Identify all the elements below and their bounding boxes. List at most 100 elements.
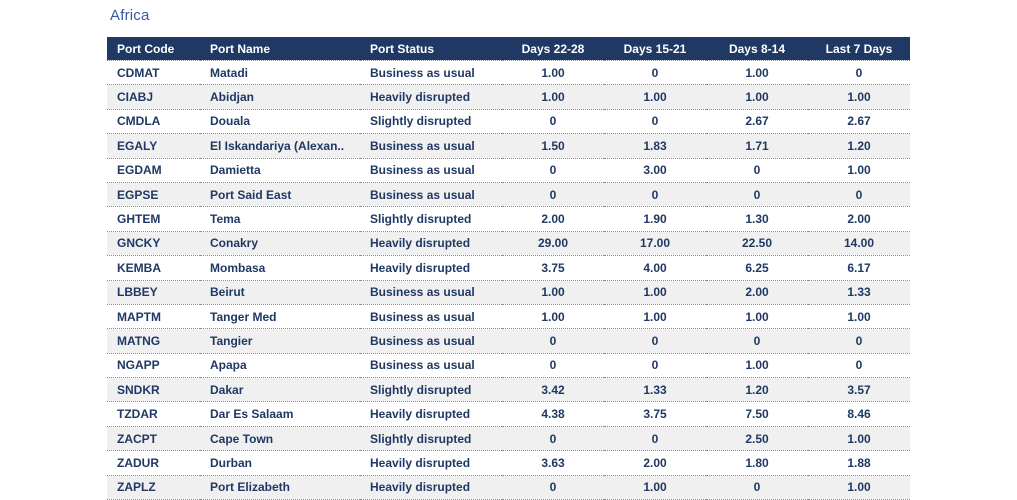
cell-days-22-28[interactable]: 1.50: [502, 133, 604, 159]
cell-port-status[interactable]: Business as usual: [360, 280, 502, 305]
cell-last-7-days[interactable]: 2.67: [808, 109, 910, 135]
cell-port-status[interactable]: Heavily disrupted: [360, 84, 502, 110]
cell-last-7-days[interactable]: 1.88: [808, 450, 910, 476]
cell-port-code[interactable]: KEMBA: [107, 255, 200, 281]
cell-port-status[interactable]: Business as usual: [360, 182, 502, 208]
cell-days-8-14[interactable]: 1.00: [706, 60, 808, 86]
table-row[interactable]: EGDAM Damietta Business as usual 0 3.00 …: [107, 158, 910, 183]
cell-last-7-days[interactable]: 6.17: [808, 255, 910, 281]
cell-port-code[interactable]: CMDLA: [107, 109, 200, 135]
cell-port-name[interactable]: Tanger Med: [200, 304, 360, 330]
cell-port-name[interactable]: Port Said East: [200, 182, 360, 208]
cell-port-status[interactable]: Business as usual: [360, 353, 502, 379]
table-row[interactable]: MAPTM Tanger Med Business as usual 1.00 …: [107, 304, 910, 330]
cell-days-8-14[interactable]: 2.00: [706, 280, 808, 305]
cell-days-22-28[interactable]: 1.00: [502, 60, 604, 86]
cell-port-status[interactable]: Business as usual: [360, 158, 502, 183]
cell-days-22-28[interactable]: 0: [502, 328, 604, 354]
cell-port-status[interactable]: Slightly disrupted: [360, 426, 502, 452]
cell-days-8-14[interactable]: 1.00: [706, 353, 808, 379]
cell-days-22-28[interactable]: 0: [502, 475, 604, 500]
cell-days-22-28[interactable]: 0: [502, 426, 604, 452]
table-row[interactable]: ZAPLZ Port Elizabeth Heavily disrupted 0…: [107, 475, 910, 500]
cell-days-22-28[interactable]: 4.38: [502, 401, 604, 427]
table-row[interactable]: NGAPP Apapa Business as usual 0 0 1.00 0: [107, 353, 910, 379]
cell-days-15-21[interactable]: 1.33: [604, 377, 706, 403]
cell-port-name[interactable]: Matadi: [200, 60, 360, 86]
cell-port-status[interactable]: Business as usual: [360, 60, 502, 86]
column-header-port-code[interactable]: Port Code: [107, 37, 200, 61]
table-row[interactable]: CIABJ Abidjan Heavily disrupted 1.00 1.0…: [107, 84, 910, 110]
cell-days-8-14[interactable]: 1.30: [706, 206, 808, 232]
table-row[interactable]: CMDLA Douala Slightly disrupted 0 0 2.67…: [107, 109, 910, 135]
cell-days-8-14[interactable]: 1.71: [706, 133, 808, 159]
cell-port-status[interactable]: Business as usual: [360, 304, 502, 330]
cell-days-8-14[interactable]: 0: [706, 475, 808, 500]
cell-days-15-21[interactable]: 0: [604, 60, 706, 86]
cell-port-code[interactable]: GNCKY: [107, 231, 200, 257]
cell-port-status[interactable]: Heavily disrupted: [360, 450, 502, 476]
cell-port-code[interactable]: ZACPT: [107, 426, 200, 452]
column-header-last-7-days[interactable]: Last 7 Days: [808, 37, 910, 61]
cell-days-22-28[interactable]: 0: [502, 109, 604, 135]
cell-days-8-14[interactable]: 1.00: [706, 84, 808, 110]
cell-days-8-14[interactable]: 1.80: [706, 450, 808, 476]
cell-last-7-days[interactable]: 0: [808, 353, 910, 379]
cell-last-7-days[interactable]: 14.00: [808, 231, 910, 257]
cell-days-22-28[interactable]: 3.42: [502, 377, 604, 403]
table-row[interactable]: EGALY El Iskandariya (Alexan.. Business …: [107, 133, 910, 159]
cell-days-15-21[interactable]: 4.00: [604, 255, 706, 281]
cell-days-22-28[interactable]: 0: [502, 353, 604, 379]
cell-days-22-28[interactable]: 1.00: [502, 304, 604, 330]
cell-port-name[interactable]: Tema: [200, 206, 360, 232]
cell-port-name[interactable]: Douala: [200, 109, 360, 135]
cell-days-15-21[interactable]: 1.90: [604, 206, 706, 232]
table-row[interactable]: ZADUR Durban Heavily disrupted 3.63 2.00…: [107, 450, 910, 476]
cell-port-code[interactable]: NGAPP: [107, 353, 200, 379]
cell-port-code[interactable]: EGPSE: [107, 182, 200, 208]
column-header-days-8-14[interactable]: Days 8-14: [706, 37, 808, 61]
cell-last-7-days[interactable]: 0: [808, 328, 910, 354]
cell-days-8-14[interactable]: 2.50: [706, 426, 808, 452]
column-header-port-status[interactable]: Port Status: [360, 37, 502, 61]
column-header-days-22-28[interactable]: Days 22-28: [502, 37, 604, 61]
cell-days-15-21[interactable]: 1.83: [604, 133, 706, 159]
column-header-days-15-21[interactable]: Days 15-21: [604, 37, 706, 61]
cell-port-code[interactable]: ZAPLZ: [107, 475, 200, 500]
cell-days-8-14[interactable]: 1.20: [706, 377, 808, 403]
cell-port-code[interactable]: GHTEM: [107, 206, 200, 232]
cell-days-22-28[interactable]: 1.00: [502, 84, 604, 110]
cell-days-15-21[interactable]: 1.00: [604, 84, 706, 110]
cell-port-name[interactable]: Damietta: [200, 158, 360, 183]
cell-last-7-days[interactable]: 1.00: [808, 304, 910, 330]
cell-last-7-days[interactable]: 1.00: [808, 158, 910, 183]
cell-port-code[interactable]: EGDAM: [107, 158, 200, 183]
cell-last-7-days[interactable]: 2.00: [808, 206, 910, 232]
cell-port-code[interactable]: ZADUR: [107, 450, 200, 476]
cell-port-name[interactable]: Beirut: [200, 280, 360, 305]
cell-port-name[interactable]: Dar Es Salaam: [200, 401, 360, 427]
cell-last-7-days[interactable]: 8.46: [808, 401, 910, 427]
cell-last-7-days[interactable]: 0: [808, 60, 910, 86]
table-row[interactable]: EGPSE Port Said East Business as usual 0…: [107, 182, 910, 208]
cell-last-7-days[interactable]: 1.20: [808, 133, 910, 159]
cell-days-15-21[interactable]: 2.00: [604, 450, 706, 476]
cell-last-7-days[interactable]: 1.00: [808, 426, 910, 452]
cell-days-15-21[interactable]: 3.00: [604, 158, 706, 183]
cell-port-status[interactable]: Slightly disrupted: [360, 206, 502, 232]
cell-last-7-days[interactable]: 1.33: [808, 280, 910, 305]
cell-days-22-28[interactable]: 29.00: [502, 231, 604, 257]
cell-days-22-28[interactable]: 0: [502, 158, 604, 183]
cell-days-15-21[interactable]: 1.00: [604, 280, 706, 305]
cell-port-name[interactable]: Dakar: [200, 377, 360, 403]
table-row[interactable]: KEMBA Mombasa Heavily disrupted 3.75 4.0…: [107, 255, 910, 281]
cell-days-15-21[interactable]: 0: [604, 182, 706, 208]
cell-port-code[interactable]: CIABJ: [107, 84, 200, 110]
cell-last-7-days[interactable]: 0: [808, 182, 910, 208]
cell-port-name[interactable]: Tangier: [200, 328, 360, 354]
cell-days-15-21[interactable]: 3.75: [604, 401, 706, 427]
cell-port-name[interactable]: Port Elizabeth: [200, 475, 360, 500]
cell-port-code[interactable]: TZDAR: [107, 401, 200, 427]
cell-days-8-14[interactable]: 22.50: [706, 231, 808, 257]
cell-port-code[interactable]: CDMAT: [107, 60, 200, 86]
